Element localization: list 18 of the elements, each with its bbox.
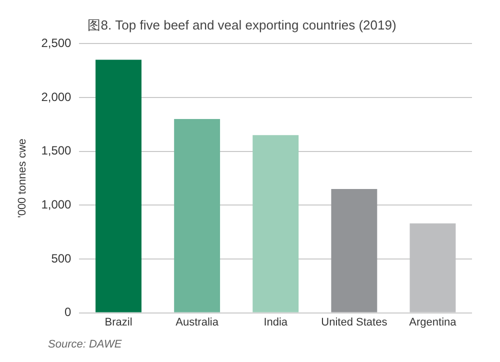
y-tick-label: 0	[64, 305, 72, 320]
x-tick-label: United States	[321, 316, 388, 328]
y-tick-label: 2,000	[41, 90, 72, 104]
bar	[331, 188, 378, 312]
x-tick-label: India	[264, 316, 288, 328]
y-tick-label: 1,500	[41, 144, 72, 158]
bar	[174, 118, 220, 312]
y-tick-label: 1,000	[41, 197, 72, 212]
y-axis-title: '000 tonnes cwe	[16, 138, 29, 218]
source-note: Source: DAWE	[48, 338, 122, 351]
bar	[252, 135, 299, 312]
chart-title: 图8. Top five beef and veal exporting countries (2019)	[88, 17, 396, 32]
x-tick-label: Argentina	[409, 316, 458, 328]
x-tick-label: Australia	[176, 316, 220, 328]
bar	[96, 60, 142, 312]
y-tick-label: 500	[51, 251, 72, 266]
y-tick-label: 2,500	[41, 36, 72, 50]
x-tick-label: Brazil	[104, 316, 132, 328]
